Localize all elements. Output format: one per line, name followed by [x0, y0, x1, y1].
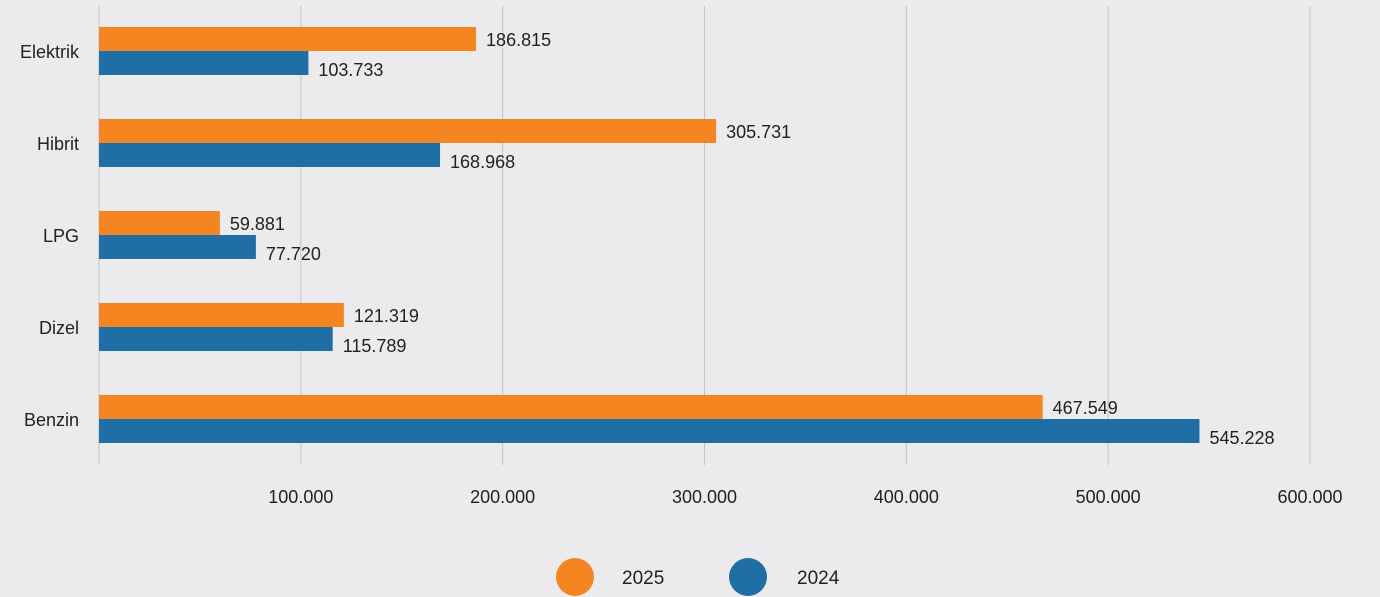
category-label: Benzin — [24, 410, 79, 430]
bar-2025 — [99, 27, 477, 51]
bar-2025 — [99, 119, 717, 143]
legend-label: 2025 — [622, 568, 664, 589]
data-label: 545.228 — [1209, 428, 1274, 448]
x-tick-label: 400.000 — [874, 487, 939, 507]
data-label: 77.720 — [266, 244, 321, 264]
legend-label: 2024 — [797, 568, 840, 589]
x-tick-label: 100.000 — [268, 487, 333, 507]
bar-2024 — [99, 327, 333, 351]
category-label: LPG — [43, 226, 79, 246]
bar-2025 — [99, 211, 220, 235]
category-label: Elektrik — [20, 42, 80, 62]
x-tick-label: 300.000 — [672, 487, 737, 507]
label-layer: 100.000 200.000 300.000 400.000 500.000 600.0… — [20, 30, 1343, 507]
data-label: 59.881 — [230, 214, 285, 234]
bar-2024 — [99, 51, 309, 75]
data-label: 186.815 — [486, 30, 551, 50]
data-label: 305.731 — [726, 122, 791, 142]
bar-2024 — [99, 143, 441, 167]
data-label: 467.549 — [1053, 398, 1118, 418]
legend-swatch-2024 — [729, 558, 767, 596]
data-label: 168.968 — [450, 152, 515, 172]
bar-layer — [99, 27, 1200, 443]
category-label: Dizel — [39, 318, 79, 338]
grid-layer — [98, 6, 1311, 465]
x-tick-label: 500.000 — [1076, 487, 1141, 507]
x-tick-label: 200.000 — [470, 487, 535, 507]
bar-2025 — [99, 303, 344, 327]
data-label: 115.789 — [343, 336, 407, 356]
bar-2025 — [99, 395, 1043, 419]
bar-2024 — [99, 419, 1200, 443]
legend-swatch-2025 — [556, 558, 594, 596]
data-label: 121.319 — [354, 306, 419, 326]
category-label: Hibrit — [37, 134, 79, 154]
legend: 2025 2024 — [556, 558, 840, 596]
x-tick-label: 600.000 — [1277, 487, 1342, 507]
data-label: 103.733 — [318, 60, 383, 80]
bar-2024 — [99, 235, 256, 259]
